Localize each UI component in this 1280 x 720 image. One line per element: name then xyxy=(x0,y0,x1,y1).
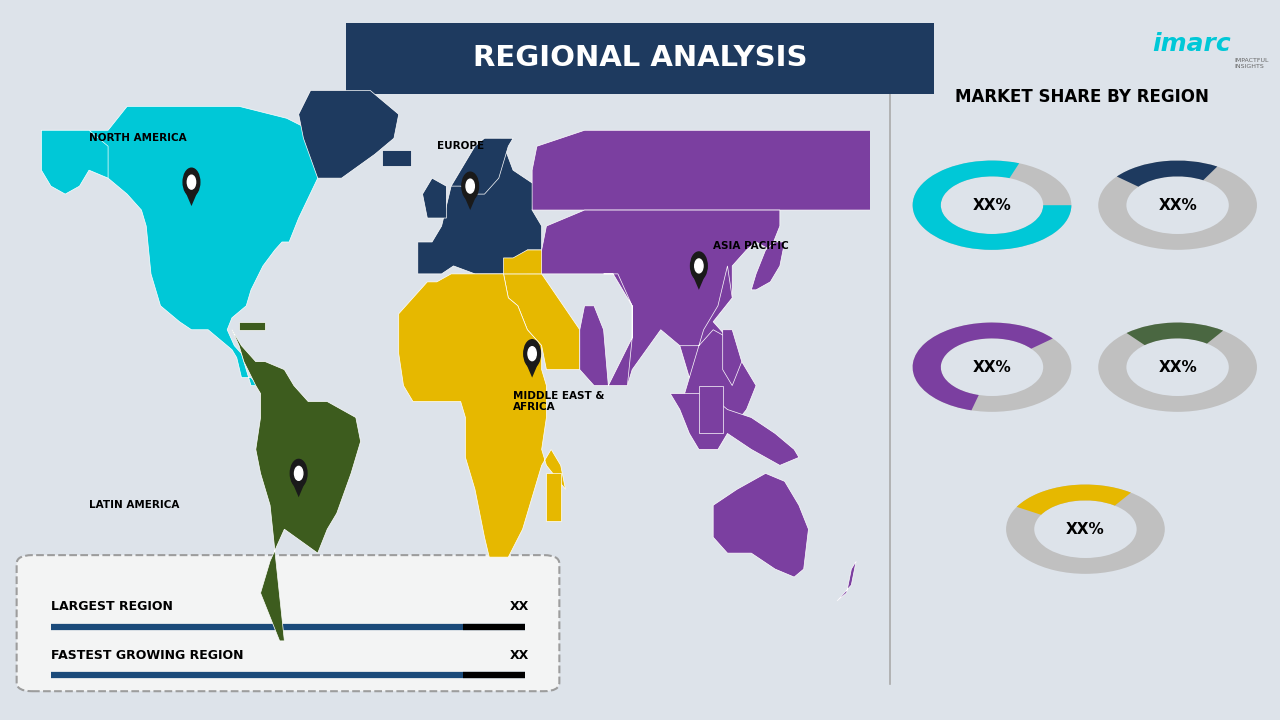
Circle shape xyxy=(294,467,303,480)
Text: imarc: imarc xyxy=(1152,32,1231,56)
Polygon shape xyxy=(837,561,856,601)
Polygon shape xyxy=(547,473,561,521)
Wedge shape xyxy=(1006,485,1165,574)
Polygon shape xyxy=(399,274,566,557)
Text: REGIONAL ANALYSIS: REGIONAL ANALYSIS xyxy=(472,45,808,72)
Polygon shape xyxy=(503,250,547,274)
FancyBboxPatch shape xyxy=(17,555,559,691)
Polygon shape xyxy=(186,192,197,206)
Wedge shape xyxy=(1016,485,1132,515)
Polygon shape xyxy=(239,322,265,330)
Text: EUROPE: EUROPE xyxy=(436,141,484,151)
Polygon shape xyxy=(451,138,513,194)
Polygon shape xyxy=(41,107,317,386)
Polygon shape xyxy=(680,266,732,377)
Circle shape xyxy=(695,259,703,273)
Text: XX%: XX% xyxy=(1158,198,1197,212)
Text: MIDDLE EAST &
AFRICA: MIDDLE EAST & AFRICA xyxy=(513,391,604,413)
Text: XX%: XX% xyxy=(973,360,1011,374)
Polygon shape xyxy=(232,330,361,641)
Text: XX%: XX% xyxy=(1158,360,1197,374)
Circle shape xyxy=(462,172,479,200)
Polygon shape xyxy=(526,364,538,377)
Polygon shape xyxy=(298,91,399,178)
Text: FASTEST GROWING REGION: FASTEST GROWING REGION xyxy=(51,649,243,662)
Polygon shape xyxy=(41,130,108,194)
Wedge shape xyxy=(1117,161,1217,186)
Circle shape xyxy=(527,347,536,361)
Polygon shape xyxy=(293,483,305,498)
Polygon shape xyxy=(532,130,870,210)
Polygon shape xyxy=(751,242,785,290)
Text: NORTH AMERICA: NORTH AMERICA xyxy=(90,133,187,143)
Text: ASIA PACIFIC: ASIA PACIFIC xyxy=(713,241,788,251)
Circle shape xyxy=(690,252,708,280)
Wedge shape xyxy=(913,161,1071,250)
Polygon shape xyxy=(692,276,705,290)
Circle shape xyxy=(183,168,200,196)
Text: XX%: XX% xyxy=(973,198,1011,212)
Wedge shape xyxy=(913,161,1071,250)
Text: XX: XX xyxy=(509,600,529,613)
Polygon shape xyxy=(699,386,723,433)
Text: LATIN AMERICA: LATIN AMERICA xyxy=(90,500,179,510)
Polygon shape xyxy=(541,210,780,449)
Circle shape xyxy=(187,175,196,189)
Circle shape xyxy=(466,179,475,193)
Polygon shape xyxy=(671,394,799,465)
Polygon shape xyxy=(713,473,809,577)
Polygon shape xyxy=(422,178,447,218)
Polygon shape xyxy=(381,150,411,166)
Text: LARGEST REGION: LARGEST REGION xyxy=(51,600,173,613)
FancyBboxPatch shape xyxy=(346,23,934,94)
Polygon shape xyxy=(417,138,541,274)
Polygon shape xyxy=(465,196,476,210)
Polygon shape xyxy=(580,274,632,386)
Text: XX: XX xyxy=(509,649,529,662)
Wedge shape xyxy=(913,323,1052,410)
Wedge shape xyxy=(1126,323,1224,345)
Text: XX%: XX% xyxy=(1066,522,1105,536)
Wedge shape xyxy=(1098,323,1257,412)
Wedge shape xyxy=(913,323,1071,412)
Text: IMPACTFUL
INSIGHTS: IMPACTFUL INSIGHTS xyxy=(1234,58,1268,69)
Circle shape xyxy=(524,340,540,368)
Polygon shape xyxy=(723,330,742,386)
Text: MARKET SHARE BY REGION: MARKET SHARE BY REGION xyxy=(955,89,1208,107)
Circle shape xyxy=(291,459,307,487)
Wedge shape xyxy=(1098,161,1257,250)
Polygon shape xyxy=(503,274,580,369)
